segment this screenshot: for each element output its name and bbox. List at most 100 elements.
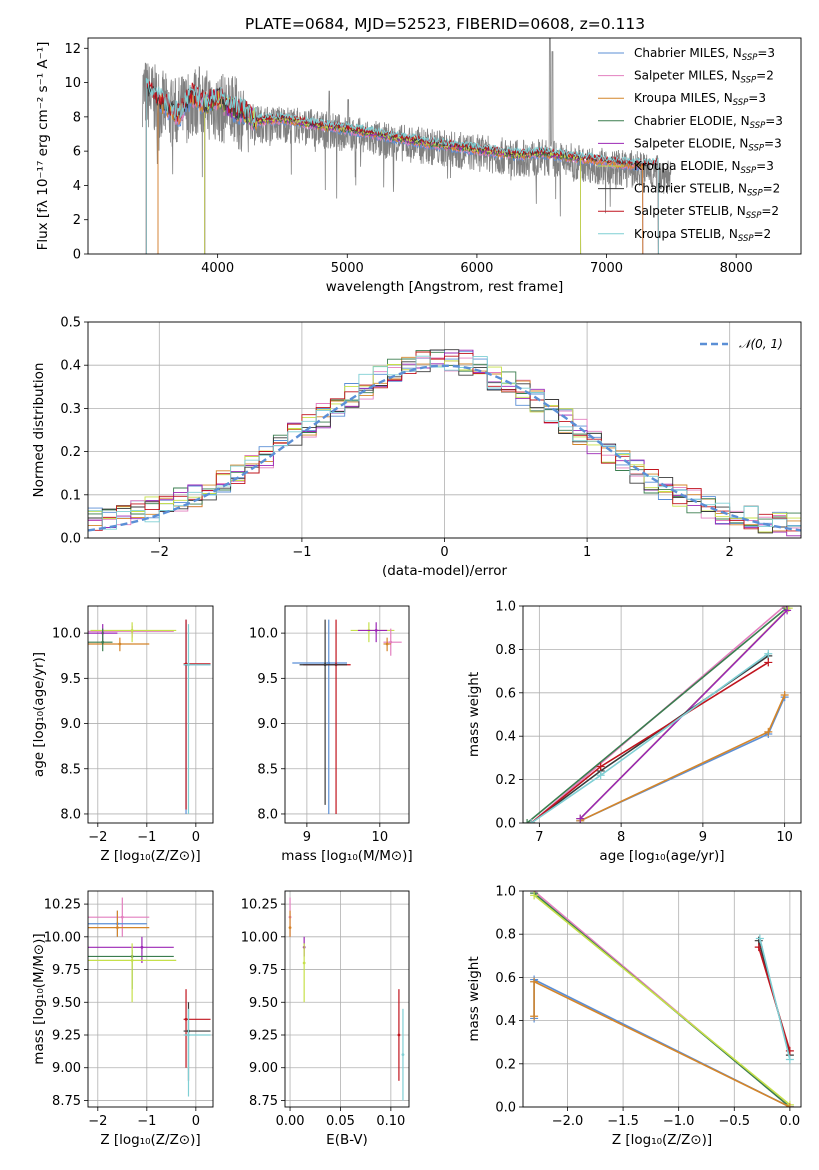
mass-vs-Z-x-axis-label: Z [log₁₀(Z/Z⊙)]: [100, 1132, 200, 1148]
data-point: [130, 629, 134, 632]
histogram-step-line: [88, 349, 801, 534]
y-tick-label: 9.75: [249, 963, 278, 978]
age-vs-Z-plot-area: [88, 619, 211, 814]
legend-nssp-prefix: , N: [729, 204, 746, 218]
series-marker: [596, 762, 605, 771]
y-tick-label: 9.00: [52, 1061, 81, 1076]
series-marker: [780, 690, 789, 699]
age-vs-Z-y-axis-label: age [log₁₀(age/yr)]: [31, 652, 47, 777]
data-point: [401, 1053, 405, 1057]
x-tick-label: 0.10: [376, 1114, 405, 1129]
massweight-vs-age-plot-area: [523, 606, 793, 823]
y-tick-label: 0.4: [495, 1014, 516, 1029]
age-vs-mass-x-axis-label: mass [log₁₀(M/M⊙)]: [281, 848, 412, 864]
series-marker: [785, 1055, 794, 1064]
x-tick-label: 0.0: [780, 1114, 801, 1129]
x-tick-label: −1: [137, 1114, 156, 1129]
y-tick-label: 12: [64, 42, 81, 57]
legend-nssp-subscript: SSP: [738, 234, 754, 244]
legend-nssp-value: =3: [748, 91, 766, 105]
y-tick-label: 10.0: [249, 627, 278, 642]
massweight-vs-Z-plot-area: [530, 891, 794, 1107]
x-tick-label: −1.5: [607, 1114, 639, 1129]
legend-entry: 𝒩(0, 1): [739, 337, 783, 351]
y-tick-label: 6: [73, 145, 81, 160]
x-tick-label: 0: [192, 1114, 200, 1129]
y-tick-label: 8.75: [249, 1094, 278, 1109]
y-tick-label: 8.5: [60, 762, 81, 777]
y-tick-label: 0.5: [60, 316, 81, 331]
y-tick-label: 0.0: [495, 1101, 516, 1116]
x-tick-label: 0: [192, 830, 200, 845]
x-tick-label: −2.0: [552, 1114, 584, 1129]
legend-nssp-prefix: , N: [730, 182, 747, 196]
data-point: [302, 961, 306, 965]
y-tick-label: 9.0: [257, 717, 278, 732]
y-tick-label: 1.0: [495, 885, 516, 900]
spectrum-x-axis-label: wavelength [Angstrom, rest frame]: [326, 279, 564, 295]
legend-nssp-subscript: SSP: [742, 53, 758, 63]
normal-distribution-curve: [88, 364, 801, 532]
y-tick-label: 0.3: [60, 402, 81, 417]
data-point: [130, 958, 134, 962]
data-point: [116, 926, 119, 930]
series-marker: [530, 977, 539, 986]
y-tick-label: 0.4: [495, 730, 516, 745]
series-marker: [764, 727, 773, 736]
x-tick-label: 9: [303, 830, 311, 845]
series-line: [759, 938, 791, 1060]
series-marker: [596, 771, 605, 780]
y-tick-label: 8.5: [257, 762, 278, 777]
legend-nssp-prefix: , N: [716, 91, 733, 105]
series-marker: [576, 814, 585, 823]
series-marker: [755, 934, 764, 943]
y-tick-label: 9.0: [60, 717, 81, 732]
massweight-vs-Z-x-axis-label: Z [log₁₀(Z/Z⊙)]: [612, 1132, 712, 1148]
legend-model-name: Chabrier STELIB: [634, 182, 730, 196]
legend-model-name: Chabrier MILES: [634, 46, 725, 60]
legend-model-name: Salpeter STELIB: [634, 204, 729, 218]
data-point: [389, 640, 393, 644]
mass-vs-Z-y-axis-label: mass [log₁₀(M/M⊙)]: [31, 933, 47, 1064]
y-tick-label: 0.1: [60, 488, 81, 503]
y-tick-label: 0.6: [495, 686, 516, 701]
x-tick-label: −1.0: [663, 1114, 695, 1129]
legend-nssp-value: =2: [756, 69, 774, 83]
residual-histogram-y-axis-label: Normed distribution: [31, 363, 47, 498]
model-spectrum-line: [145, 77, 659, 254]
mass-vs-ebv-frame: [284, 890, 410, 1108]
mass-vs-ebv-plot-area: [288, 897, 405, 1101]
x-tick-label: 10: [372, 830, 389, 845]
spectrum-plot-area: [142, 38, 672, 254]
legend-nssp-prefix: , N: [733, 114, 750, 128]
series-marker: [764, 649, 773, 658]
massweight-vs-Z-frame: [522, 890, 802, 1108]
series-marker: [530, 1012, 539, 1021]
y-tick-label: 10.00: [241, 930, 278, 945]
x-tick-label: 4000: [201, 261, 234, 276]
y-tick-label: 9.5: [60, 672, 81, 687]
legend-entry: Kroupa ELODIE, NSSP=3: [634, 159, 774, 176]
data-point: [187, 663, 190, 667]
series-marker: [530, 891, 539, 900]
x-tick-label: 2: [726, 545, 734, 560]
y-tick-label: 8.0: [257, 807, 278, 822]
legend-model-name: Chabrier ELODIE: [634, 114, 733, 128]
y-tick-label: 9.25: [52, 1029, 81, 1044]
y-tick-label: 0: [73, 248, 81, 263]
age-vs-mass-frame: [284, 605, 410, 824]
y-tick-label: 10: [64, 76, 81, 91]
legend-nssp-value: =2: [754, 227, 772, 241]
massweight-vs-age-x-axis-label: age [log₁₀(age/yr)]: [599, 848, 724, 864]
y-tick-label: 0.2: [495, 1057, 516, 1072]
massweight-vs-Z-y-axis-label: mass weight: [466, 956, 482, 1041]
y-tick-label: 9.50: [52, 996, 81, 1011]
legend-model-name: Salpeter ELODIE: [634, 136, 732, 150]
legend-entry: Kroupa STELIB, NSSP=2: [634, 227, 771, 244]
series-marker: [764, 658, 773, 667]
legend-model-name: Kroupa ELODIE: [634, 159, 724, 173]
x-tick-label: 5000: [331, 261, 364, 276]
spectrum-frame: [87, 37, 802, 255]
y-tick-label: 0.8: [495, 928, 516, 943]
histogram-step-line: [88, 351, 801, 532]
